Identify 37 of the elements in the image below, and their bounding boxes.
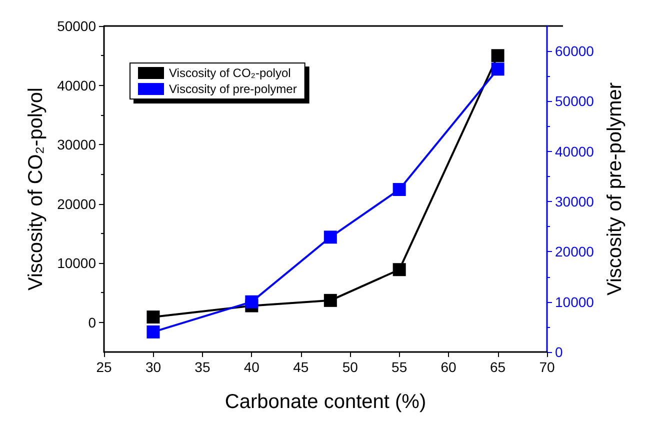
x-tick-label: 40	[244, 359, 260, 375]
legend-label: Viscosity of CO₂-polyol	[169, 66, 291, 80]
point	[245, 295, 258, 308]
y2-tick-label: 50000	[555, 93, 594, 110]
point	[324, 294, 337, 307]
x-tick-label: 65	[490, 359, 506, 375]
y2-tick-label: 40000	[555, 143, 594, 160]
y2-axis-title: Viscosity of pre-polymer	[604, 82, 626, 296]
x-tick-label: 25	[96, 359, 112, 375]
y2-tick-label: 20000	[555, 244, 594, 260]
x-tick-label: 50	[342, 359, 358, 375]
x-tick-label: 70	[539, 359, 555, 375]
y-tick-label: 50000	[57, 18, 96, 34]
y-axis-title: Viscosity of CO₂-polyol	[25, 87, 47, 291]
y2-tick-label: 30000	[555, 194, 594, 210]
y2-tick-label: 10000	[555, 294, 594, 310]
y-tick-label: 0	[88, 314, 96, 330]
point	[146, 325, 160, 338]
point	[491, 62, 504, 76]
y2-tick-label: 0	[555, 344, 563, 360]
y-tick-label: 20000	[57, 196, 96, 212]
point	[491, 49, 504, 62]
x-tick-label: 35	[194, 359, 210, 375]
x-tick-label: 60	[440, 359, 457, 375]
x-axis-title: Carbonate content (%)	[224, 391, 426, 413]
point	[392, 263, 406, 276]
point	[146, 310, 160, 324]
y2-tick-label: 60000	[555, 43, 594, 60]
y-tick-label: 30000	[57, 136, 96, 153]
point	[392, 183, 406, 196]
legend-label: Viscosity of pre-polymer	[169, 82, 297, 96]
x-tick-label: 45	[293, 359, 309, 375]
y-tick-label: 10000	[57, 255, 96, 272]
x-tick-label: 30	[145, 359, 162, 375]
point	[324, 230, 337, 244]
y-tick-label: 40000	[57, 77, 96, 94]
x-tick-label: 55	[392, 359, 408, 375]
